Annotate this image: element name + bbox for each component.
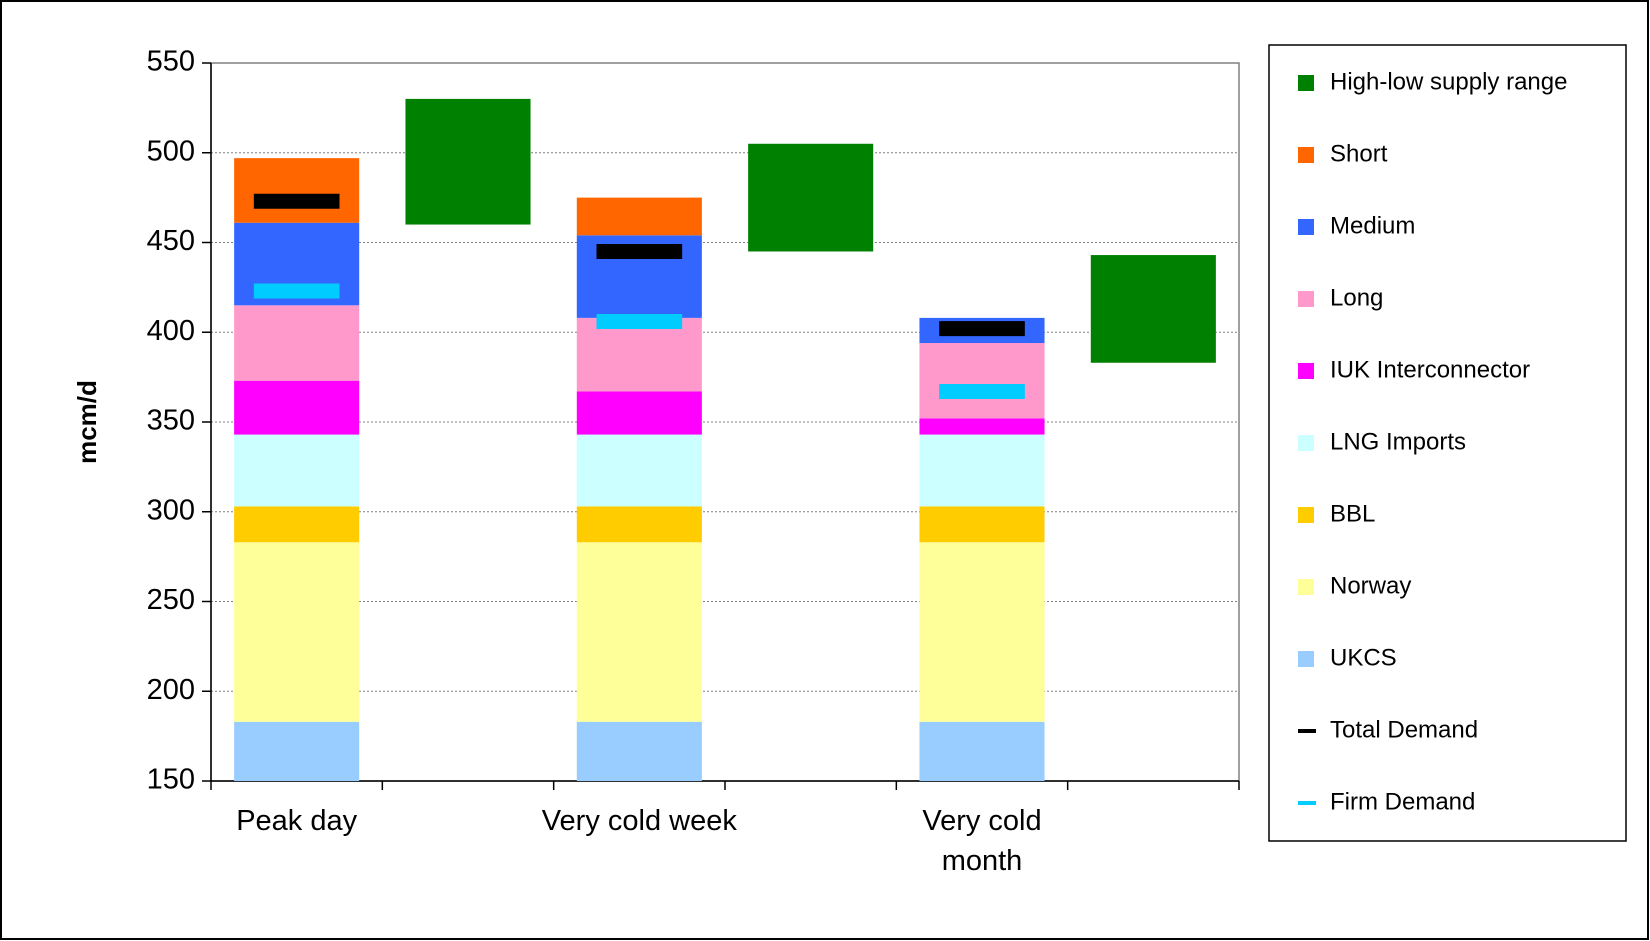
y-tick-label: 200: [147, 674, 195, 706]
y-axis-label: mcm/d: [72, 380, 102, 464]
bar-segment: [576, 506, 702, 543]
bar-segment: [234, 542, 360, 722]
legend-swatch: [1298, 435, 1314, 451]
x-tick-label: Very cold week: [541, 805, 737, 837]
y-tick-label: 350: [147, 405, 195, 437]
y-tick-label: 250: [147, 584, 195, 616]
legend-label: Firm Demand: [1330, 788, 1475, 815]
y-tick-label: 150: [147, 764, 195, 796]
legend-swatch: [1298, 147, 1314, 163]
bar-segment: [919, 418, 1045, 435]
bar-segment: [234, 434, 360, 507]
legend-swatch: [1298, 363, 1314, 379]
bar-segment: [576, 317, 702, 392]
legend-label: BBL: [1330, 500, 1375, 527]
bar-segment: [234, 380, 360, 435]
bar-segment: [919, 506, 1045, 543]
y-tick-label: 550: [147, 46, 195, 78]
bar-segment: [576, 542, 702, 722]
range-bar: [748, 143, 874, 252]
x-tick-label: Very cold month: [922, 805, 1042, 877]
legend-swatch: [1298, 75, 1314, 91]
legend-label: Long: [1330, 284, 1383, 311]
bar-segment: [234, 506, 360, 543]
bar-segment: [919, 434, 1045, 507]
legend-swatch: [1298, 507, 1314, 523]
bar-segment: [919, 343, 1045, 419]
range-bar: [405, 98, 531, 225]
y-tick-label: 300: [147, 494, 195, 526]
bar-segment: [234, 158, 360, 223]
bar-segment: [576, 391, 702, 435]
legend-label: Total Demand: [1330, 716, 1478, 743]
legend-swatch: [1298, 219, 1314, 235]
y-tick-label: 500: [147, 135, 195, 167]
bar-segment: [234, 305, 360, 381]
y-tick-label: 450: [147, 225, 195, 257]
legend-box: [1268, 44, 1627, 842]
legend-swatch: [1298, 579, 1314, 595]
legend-label: Medium: [1330, 212, 1415, 239]
x-tick-label: Peak day: [236, 805, 358, 837]
bar-segment: [919, 542, 1045, 722]
bar-segment: [919, 721, 1045, 781]
legend-label: LNG Imports: [1330, 428, 1466, 455]
legend-swatch: [1298, 651, 1314, 667]
legend-label: High-low supply range: [1330, 68, 1567, 95]
bar-segment: [576, 721, 702, 781]
legend-label: IUK Interconnector: [1330, 356, 1530, 383]
legend-label: Short: [1330, 140, 1388, 167]
range-bar: [1090, 255, 1216, 363]
bar-segment: [234, 721, 360, 781]
legend-label: Norway: [1330, 572, 1411, 599]
bar-segment: [576, 197, 702, 236]
legend-label: UKCS: [1330, 644, 1397, 671]
y-tick-label: 400: [147, 315, 195, 347]
bar-segment: [576, 434, 702, 507]
legend-swatch: [1298, 291, 1314, 307]
